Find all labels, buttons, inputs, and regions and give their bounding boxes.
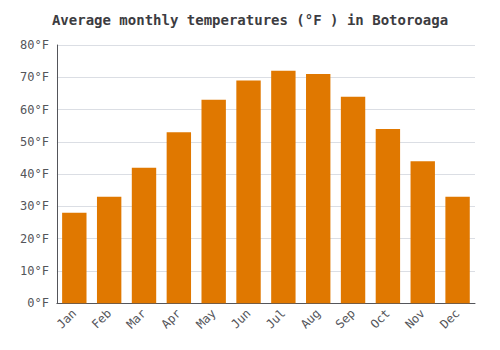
- svg-text:40°F: 40°F: [20, 167, 49, 181]
- svg-text:Nov: Nov: [402, 306, 427, 331]
- svg-text:Mar: Mar: [124, 306, 149, 331]
- svg-text:May: May: [193, 306, 218, 331]
- svg-text:Apr: Apr: [159, 306, 184, 331]
- svg-text:60°F: 60°F: [20, 103, 49, 117]
- svg-text:Aug: Aug: [298, 306, 323, 331]
- svg-text:10°F: 10°F: [20, 264, 49, 278]
- svg-text:Sep: Sep: [333, 306, 358, 331]
- svg-text:Dec: Dec: [437, 306, 462, 331]
- svg-text:30°F: 30°F: [20, 199, 49, 213]
- svg-text:80°F: 80°F: [20, 38, 49, 52]
- svg-text:Jan: Jan: [54, 306, 79, 331]
- svg-text:Average monthly temperatures (: Average monthly temperatures (°F ) in Bo…: [52, 12, 448, 28]
- svg-text:70°F: 70°F: [20, 70, 49, 84]
- svg-text:50°F: 50°F: [20, 135, 49, 149]
- svg-text:0°F: 0°F: [27, 296, 49, 310]
- svg-text:Feb: Feb: [89, 306, 114, 331]
- svg-text:Jul: Jul: [263, 306, 288, 331]
- svg-text:20°F: 20°F: [20, 232, 49, 246]
- svg-text:Jun: Jun: [228, 306, 253, 331]
- svg-text:Oct: Oct: [368, 306, 393, 331]
